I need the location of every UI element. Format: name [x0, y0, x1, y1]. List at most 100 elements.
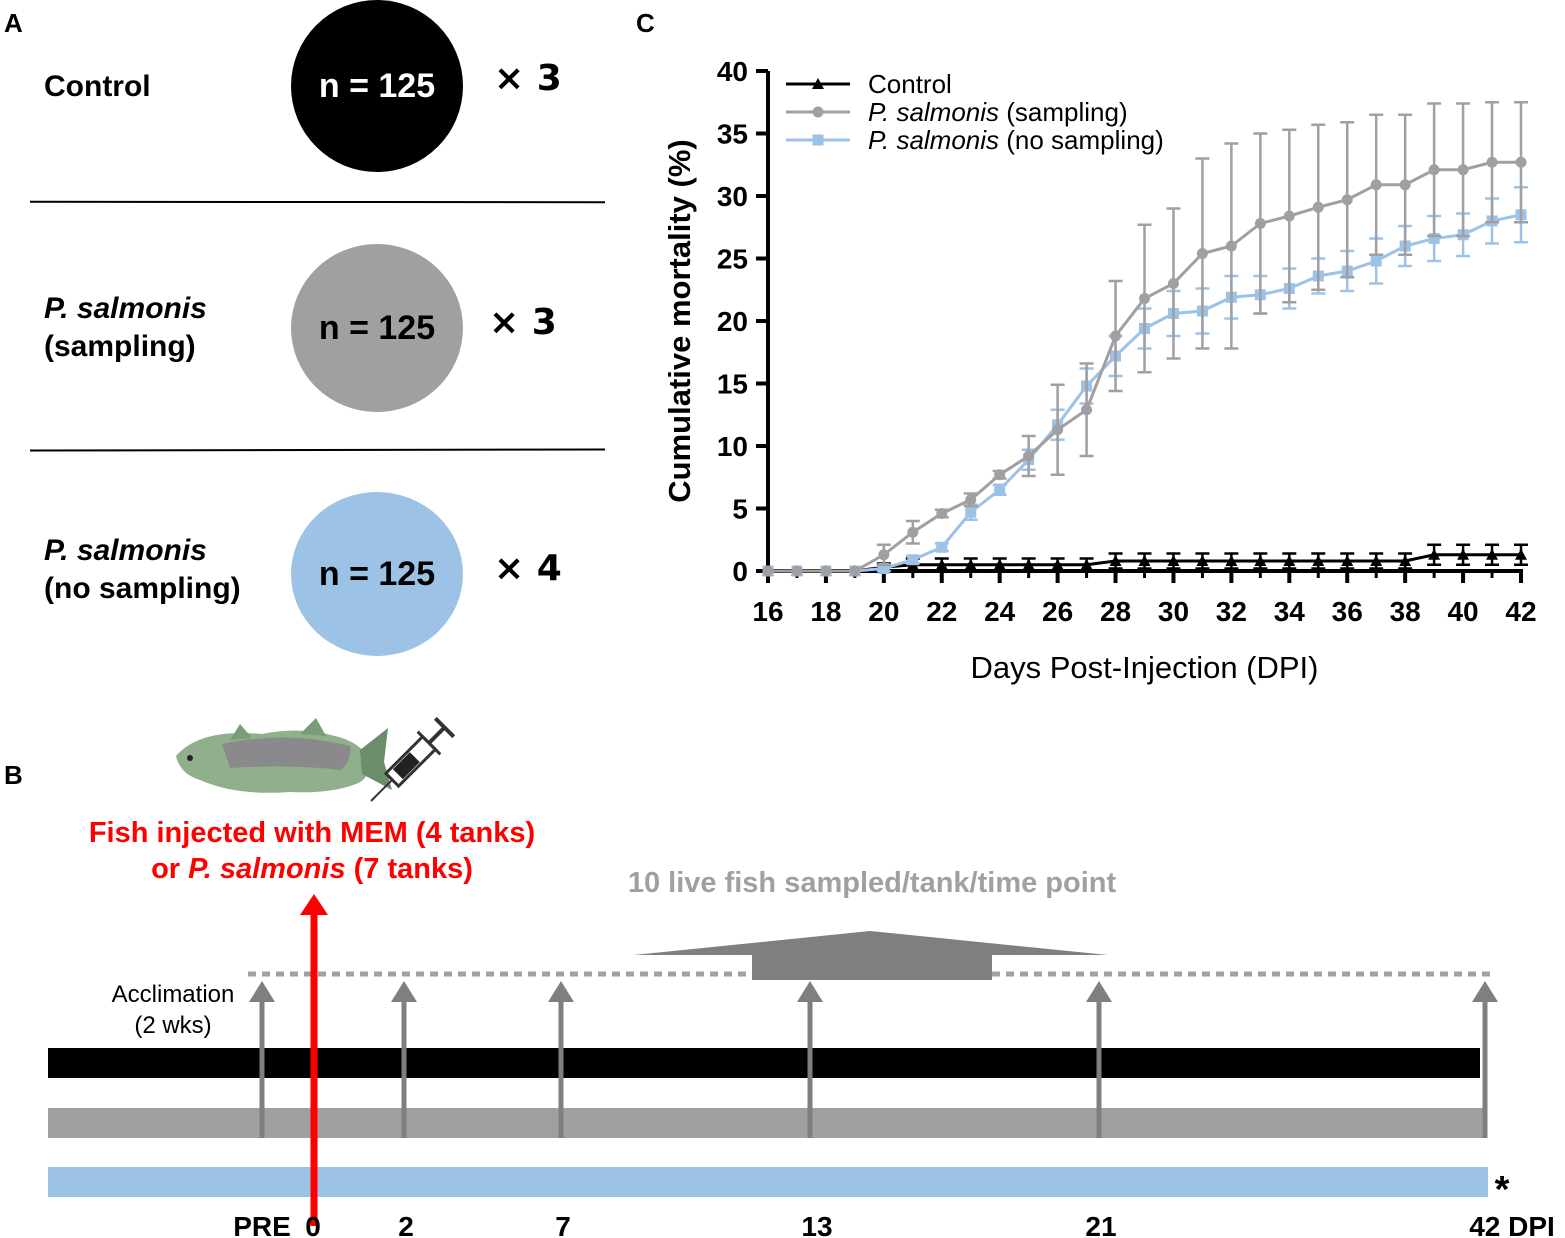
group-count: n = 125	[318, 308, 436, 347]
y-tick-label: 0	[732, 556, 748, 587]
data-point	[1428, 548, 1441, 560]
legend-marker	[812, 106, 824, 118]
data-point	[1370, 179, 1382, 191]
legend-label: P. salmonis (no sampling)	[868, 125, 1164, 155]
data-point	[936, 541, 948, 553]
data-point	[1225, 555, 1238, 566]
group-count: n = 125	[318, 66, 436, 105]
data-point	[1515, 548, 1527, 560]
group-multiplier: × 3	[489, 302, 557, 343]
data-point	[1022, 558, 1035, 570]
data-point	[791, 565, 803, 577]
x-tick-label: 34	[1274, 596, 1306, 627]
data-point	[936, 508, 948, 519]
y-tick-label: 10	[717, 431, 748, 462]
syringe-icon	[370, 716, 456, 802]
x-tick-label: 26	[1042, 596, 1073, 627]
data-point	[994, 469, 1006, 481]
group-circle-control: n = 125	[291, 0, 463, 172]
data-point	[878, 563, 890, 574]
group-label-control: Control	[44, 68, 151, 106]
sampling-arrowhead	[249, 981, 275, 1002]
data-point	[1283, 210, 1295, 222]
sampling-arrowhead	[1086, 981, 1112, 1002]
data-point	[1341, 194, 1353, 206]
x-tick-label: 32	[1216, 596, 1247, 627]
y-tick-label: 40	[717, 56, 748, 87]
injection-label-line2: or P. salmonis (7 tanks)	[151, 853, 473, 885]
data-point	[907, 526, 919, 538]
sampling-arrowhead	[1472, 981, 1498, 1002]
timeline-diagram: Fish injected with MEM (4 tanks) or P. s…	[48, 716, 1555, 1238]
group-multiplier: × 3	[494, 58, 562, 99]
timeline-tick: 13	[801, 1211, 832, 1238]
data-point	[1081, 404, 1093, 416]
data-point	[964, 558, 977, 570]
data-point	[849, 565, 861, 577]
x-tick-label: 42	[1505, 596, 1536, 627]
data-point	[762, 565, 774, 577]
group-count: n = 125	[318, 554, 436, 593]
panel-b-letter: B	[4, 760, 23, 790]
x-tick-label: 28	[1100, 596, 1131, 627]
data-point	[1139, 293, 1150, 304]
fish-icon	[176, 718, 392, 793]
data-point	[1457, 548, 1470, 560]
panel-a-letter: A	[4, 8, 23, 38]
y-tick-label: 15	[717, 369, 748, 400]
x-tick-label: 22	[926, 596, 957, 627]
timeline-tick: 21	[1085, 1211, 1116, 1238]
asterisk-note: *	[1495, 1169, 1510, 1211]
data-point	[1370, 255, 1382, 267]
sampling-bracket	[752, 954, 992, 980]
x-tick-label: 36	[1332, 596, 1363, 627]
data-point	[935, 558, 948, 570]
data-point	[1486, 548, 1499, 560]
group-multiplier: × 4	[494, 548, 562, 589]
data-point	[1370, 555, 1383, 566]
x-tick-label: 18	[810, 596, 841, 627]
legend-label: P. salmonis (sampling)	[868, 97, 1128, 127]
data-point	[1225, 240, 1237, 252]
data-point	[1341, 555, 1354, 566]
legend-marker	[812, 134, 824, 146]
data-point	[1515, 156, 1527, 168]
data-point	[1254, 555, 1267, 566]
sampling-bar	[48, 1108, 1485, 1138]
data-point	[994, 484, 1006, 496]
group-label-line: Control	[44, 70, 151, 103]
data-point	[1110, 330, 1122, 342]
x-tick-label: 38	[1390, 596, 1421, 627]
data-point	[878, 549, 890, 561]
group-label-line: (no sampling)	[44, 572, 241, 605]
timeline-tick: 2	[398, 1211, 414, 1238]
data-point	[1312, 555, 1325, 566]
data-point	[1254, 218, 1266, 229]
x-tick-label: 30	[1158, 596, 1189, 627]
x-tick-label: 40	[1447, 596, 1478, 627]
acclimation-label-line1: Acclimation	[112, 981, 235, 1008]
timeline-tick: 0	[305, 1211, 321, 1238]
group-divider	[29, 448, 606, 452]
data-point	[1399, 555, 1412, 566]
y-axis-label: Cumulative mortality (%)	[662, 139, 697, 502]
y-tick-label: 25	[717, 244, 748, 275]
data-point	[1486, 156, 1498, 168]
data-point	[1138, 555, 1151, 566]
data-point	[1312, 201, 1324, 213]
mortality-chart: 0 5 10 15 20 25 30 35 40 16 18 20 22 24 26 28 30 32 34 36 38…	[662, 56, 1537, 685]
data-point	[1052, 424, 1064, 436]
x-axis-label: Days Post-Injection (DPI)	[971, 650, 1319, 685]
timeline-tick: 7	[555, 1211, 571, 1238]
data-point	[1428, 233, 1440, 244]
x-tick-label: 16	[752, 596, 783, 627]
group-label-no-sampling: P. salmonis (no sampling)	[44, 532, 241, 608]
group-label-sampling: P. salmonis (sampling)	[44, 290, 207, 366]
group-divider	[29, 200, 606, 204]
data-point	[965, 506, 977, 518]
timeline-tick: 42 DPI	[1469, 1211, 1555, 1238]
data-point	[1023, 450, 1035, 462]
sampling-arrowhead	[548, 981, 574, 1002]
data-point	[907, 554, 919, 566]
y-tick-label: 35	[717, 119, 748, 150]
